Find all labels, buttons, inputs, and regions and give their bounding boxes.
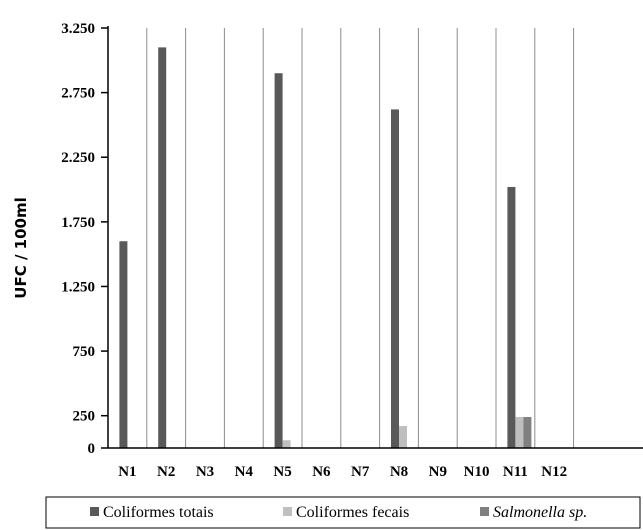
x-tick-label: N9 — [429, 464, 447, 480]
bar — [391, 109, 399, 449]
bar — [523, 416, 532, 448]
x-tick-label: N8 — [390, 464, 408, 480]
x-tick-label: N7 — [351, 464, 370, 480]
bar — [399, 426, 407, 448]
y-tick-label: 2.750 — [61, 86, 95, 102]
bar — [507, 186, 516, 448]
bar — [119, 241, 128, 448]
y-tick-label: 1.750 — [61, 215, 95, 231]
x-tick-label: N12 — [541, 464, 567, 480]
x-tick-label: N1 — [118, 464, 136, 480]
bar — [282, 440, 291, 448]
bar — [274, 73, 283, 448]
y-axis-label: UFC / 100ml — [12, 197, 30, 298]
x-tick-label: N4 — [235, 464, 254, 480]
y-tick-label: 250 — [73, 409, 96, 425]
y-tick-label: 0 — [88, 441, 96, 457]
legend-swatch — [283, 507, 292, 516]
x-tick-label: N3 — [196, 464, 214, 480]
axes — [107, 26, 643, 449]
bar — [158, 47, 167, 449]
y-tick-label: 1.250 — [61, 279, 95, 295]
legend: Coliformes totais Coliformes fecais Salmon… — [45, 496, 641, 529]
bar — [515, 416, 524, 448]
bars — [119, 47, 532, 449]
legend-swatch — [90, 507, 99, 516]
x-tick-label: N10 — [464, 464, 490, 480]
legend-label: Coliformes fecais — [296, 504, 409, 521]
legend-label: Salmonella sp. — [493, 504, 587, 521]
x-tick-label: N11 — [503, 464, 528, 480]
x-tick-label: N5 — [273, 464, 291, 480]
x-tick-labels: N1 N2 N3 N4 N5 N6 N7 N8 N9 N10 N11 N12 — [118, 464, 567, 480]
y-tick-label: 2.250 — [61, 150, 95, 166]
legend-box — [45, 496, 641, 529]
legend-swatch — [480, 507, 489, 516]
gridlines — [146, 28, 575, 448]
y-tick-label: 3.250 — [61, 21, 95, 37]
y-tick-label: 750 — [73, 344, 96, 360]
x-tick-label: N2 — [157, 464, 175, 480]
x-tick-label: N6 — [312, 464, 331, 480]
y-tick-labels: 0 250 750 1.250 1.750 2.250 2.750 3.250 — [61, 21, 108, 457]
legend-label: Coliformes totais — [103, 504, 214, 521]
